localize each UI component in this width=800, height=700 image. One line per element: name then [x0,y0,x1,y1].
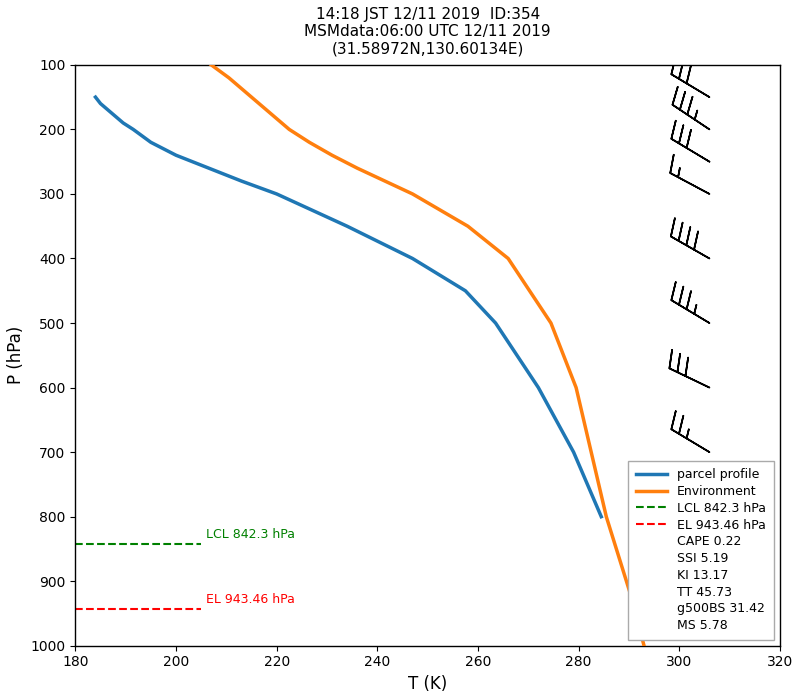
X-axis label: T (K): T (K) [408,675,447,693]
Title: 14:18 JST 12/11 2019  ID:354
MSMdata:06:00 UTC 12/11 2019
(31.58972N,130.60134E): 14:18 JST 12/11 2019 ID:354 MSMdata:06:0… [304,7,551,57]
Y-axis label: P (hPa): P (hPa) [7,326,25,384]
Text: EL 943.46 hPa: EL 943.46 hPa [206,593,295,606]
Legend: parcel profile, Environment, LCL 842.3 hPa, EL 943.46 hPa, CAPE 0.22, SSI 5.19, : parcel profile, Environment, LCL 842.3 h… [629,461,774,640]
Text: LCL 842.3 hPa: LCL 842.3 hPa [206,528,295,541]
